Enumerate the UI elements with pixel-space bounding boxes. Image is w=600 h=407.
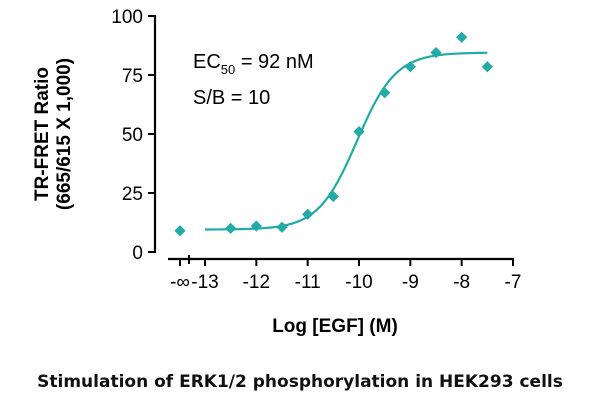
- y-tick-label: 75: [122, 66, 143, 87]
- ticks: 0 25 50 75 100 -13 -12 -11 -10 -9 -8 -7 -∞: [111, 7, 521, 293]
- data-point: [379, 87, 391, 99]
- data-point: [302, 208, 314, 220]
- dose-response-chart: 0 25 50 75 100 -13 -12 -11 -10 -9 -8 -7 -∞ EC50 = 92…: [32, 7, 521, 337]
- x-tick-label: -12: [243, 272, 270, 293]
- x-axis-title: Log [EGF] (M): [272, 316, 398, 337]
- data-point: [250, 220, 262, 232]
- data-point: [353, 126, 365, 138]
- x-tick-label: -11: [295, 272, 321, 293]
- y-tick-label: 50: [122, 125, 143, 146]
- data-point: [404, 61, 416, 73]
- data-point: [225, 222, 237, 234]
- data-point: [456, 31, 468, 43]
- y-axis-title: TR-FRET Ratio (665/615 X 1,000): [32, 58, 75, 210]
- data-point: [481, 61, 493, 73]
- x-tick-label: -13: [191, 272, 218, 293]
- x-tick-label-neg-infinity: -∞: [170, 272, 190, 293]
- data-point-neg-infinity: [174, 225, 186, 237]
- x-tick-label: -10: [345, 272, 372, 293]
- y-tick-label: 25: [122, 184, 143, 205]
- data-point: [327, 190, 339, 203]
- x-tick-label: -7: [505, 272, 522, 293]
- x-tick-label: -9: [402, 272, 419, 293]
- data-points: [174, 31, 493, 237]
- figure-caption: Stimulation of ERK1/2 phosphorylation in…: [37, 372, 563, 392]
- fit-curve: [204, 51, 488, 231]
- ec50-annotation: EC50 = 92 nM: [193, 51, 314, 77]
- svg-text:TR-FRET Ratio: TR-FRET Ratio: [32, 67, 53, 201]
- sb-annotation: S/B = 10: [193, 87, 270, 109]
- y-tick-label: 100: [111, 7, 143, 28]
- data-point: [430, 46, 442, 59]
- svg-text:(665/615 X 1,000): (665/615 X 1,000): [54, 58, 75, 210]
- y-tick-label: 0: [132, 243, 143, 264]
- x-tick-label: -8: [453, 272, 470, 293]
- data-point: [276, 221, 288, 233]
